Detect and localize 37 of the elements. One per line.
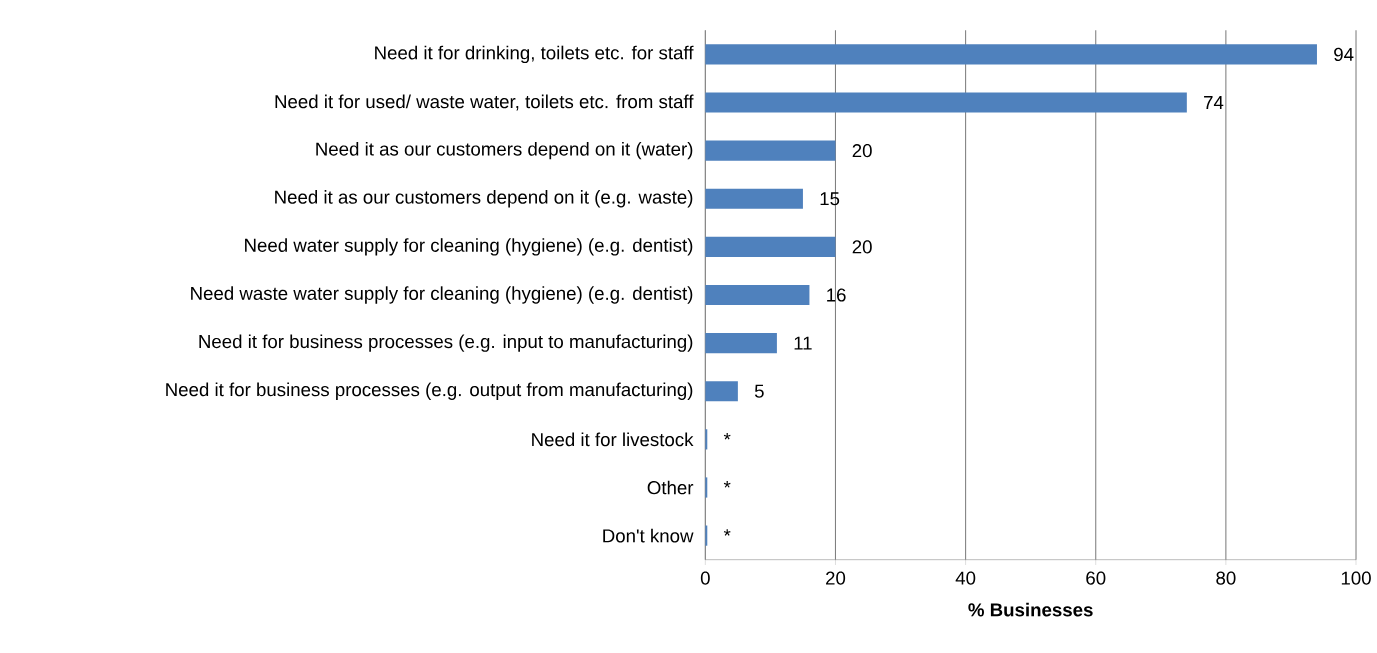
data-label: 74 (1204, 96, 1224, 109)
bar (705, 188, 803, 209)
data-label: 5 (754, 384, 764, 398)
y-tick-label: Need it for used/ waste water, toilets etc. from staff (275, 94, 694, 111)
bar (705, 140, 836, 161)
y-tick-label: Need it as our customers depend on it (water) (316, 141, 693, 160)
data-label: 20 (852, 144, 872, 158)
y-tick-label: Need it for business processes (e.g. input to manufacturing) (199, 334, 693, 352)
x-tick-label: 20 (826, 571, 846, 585)
x-tick-label: 40 (955, 571, 976, 585)
bar (705, 92, 1187, 113)
x-axis-title: % Businesses (968, 602, 1093, 617)
y-tick-label: Need it for livestock (532, 432, 694, 447)
y-tick-label: Need water supply for cleaning (hygiene) (e.g. dentist) (245, 238, 693, 256)
bar (705, 333, 777, 354)
y-tick-label: Need it for business processes (e.g. output from manufacturing) (166, 382, 693, 400)
y-tick-label: Don't know (603, 528, 694, 543)
data-label: * (723, 481, 731, 488)
y-tick-label: Need it as our customers depend on it (e.g. waste) (275, 190, 693, 208)
x-tick-label: 60 (1086, 571, 1106, 585)
data-label: 16 (827, 288, 846, 302)
bar (705, 236, 836, 257)
x-tick-label: 80 (1216, 571, 1236, 585)
data-label: * (723, 432, 731, 440)
data-label: * (723, 529, 731, 536)
data-label: 94 (1334, 47, 1354, 62)
y-tick-label: Other (647, 480, 694, 495)
y-tick-label: Need it for drinking, toilets etc. for staff (375, 45, 694, 64)
data-label: 15 (820, 192, 840, 206)
x-tick-label: 100 (1341, 571, 1371, 585)
bar (705, 381, 738, 402)
bar (705, 44, 1317, 65)
data-label: 11 (794, 336, 812, 350)
bar (705, 284, 810, 306)
data-label: 20 (852, 240, 872, 254)
x-tick-label: 0 (700, 571, 710, 585)
y-tick-label: Need waste water supply for cleaning (hygiene) (e.g. dentist) (191, 286, 693, 304)
